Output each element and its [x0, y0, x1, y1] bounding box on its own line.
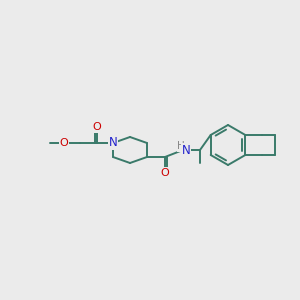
Text: N: N: [182, 143, 190, 157]
Text: N: N: [109, 136, 117, 149]
Text: O: O: [160, 168, 169, 178]
Text: O: O: [60, 138, 68, 148]
Text: O: O: [93, 122, 101, 132]
Text: H: H: [177, 141, 185, 151]
